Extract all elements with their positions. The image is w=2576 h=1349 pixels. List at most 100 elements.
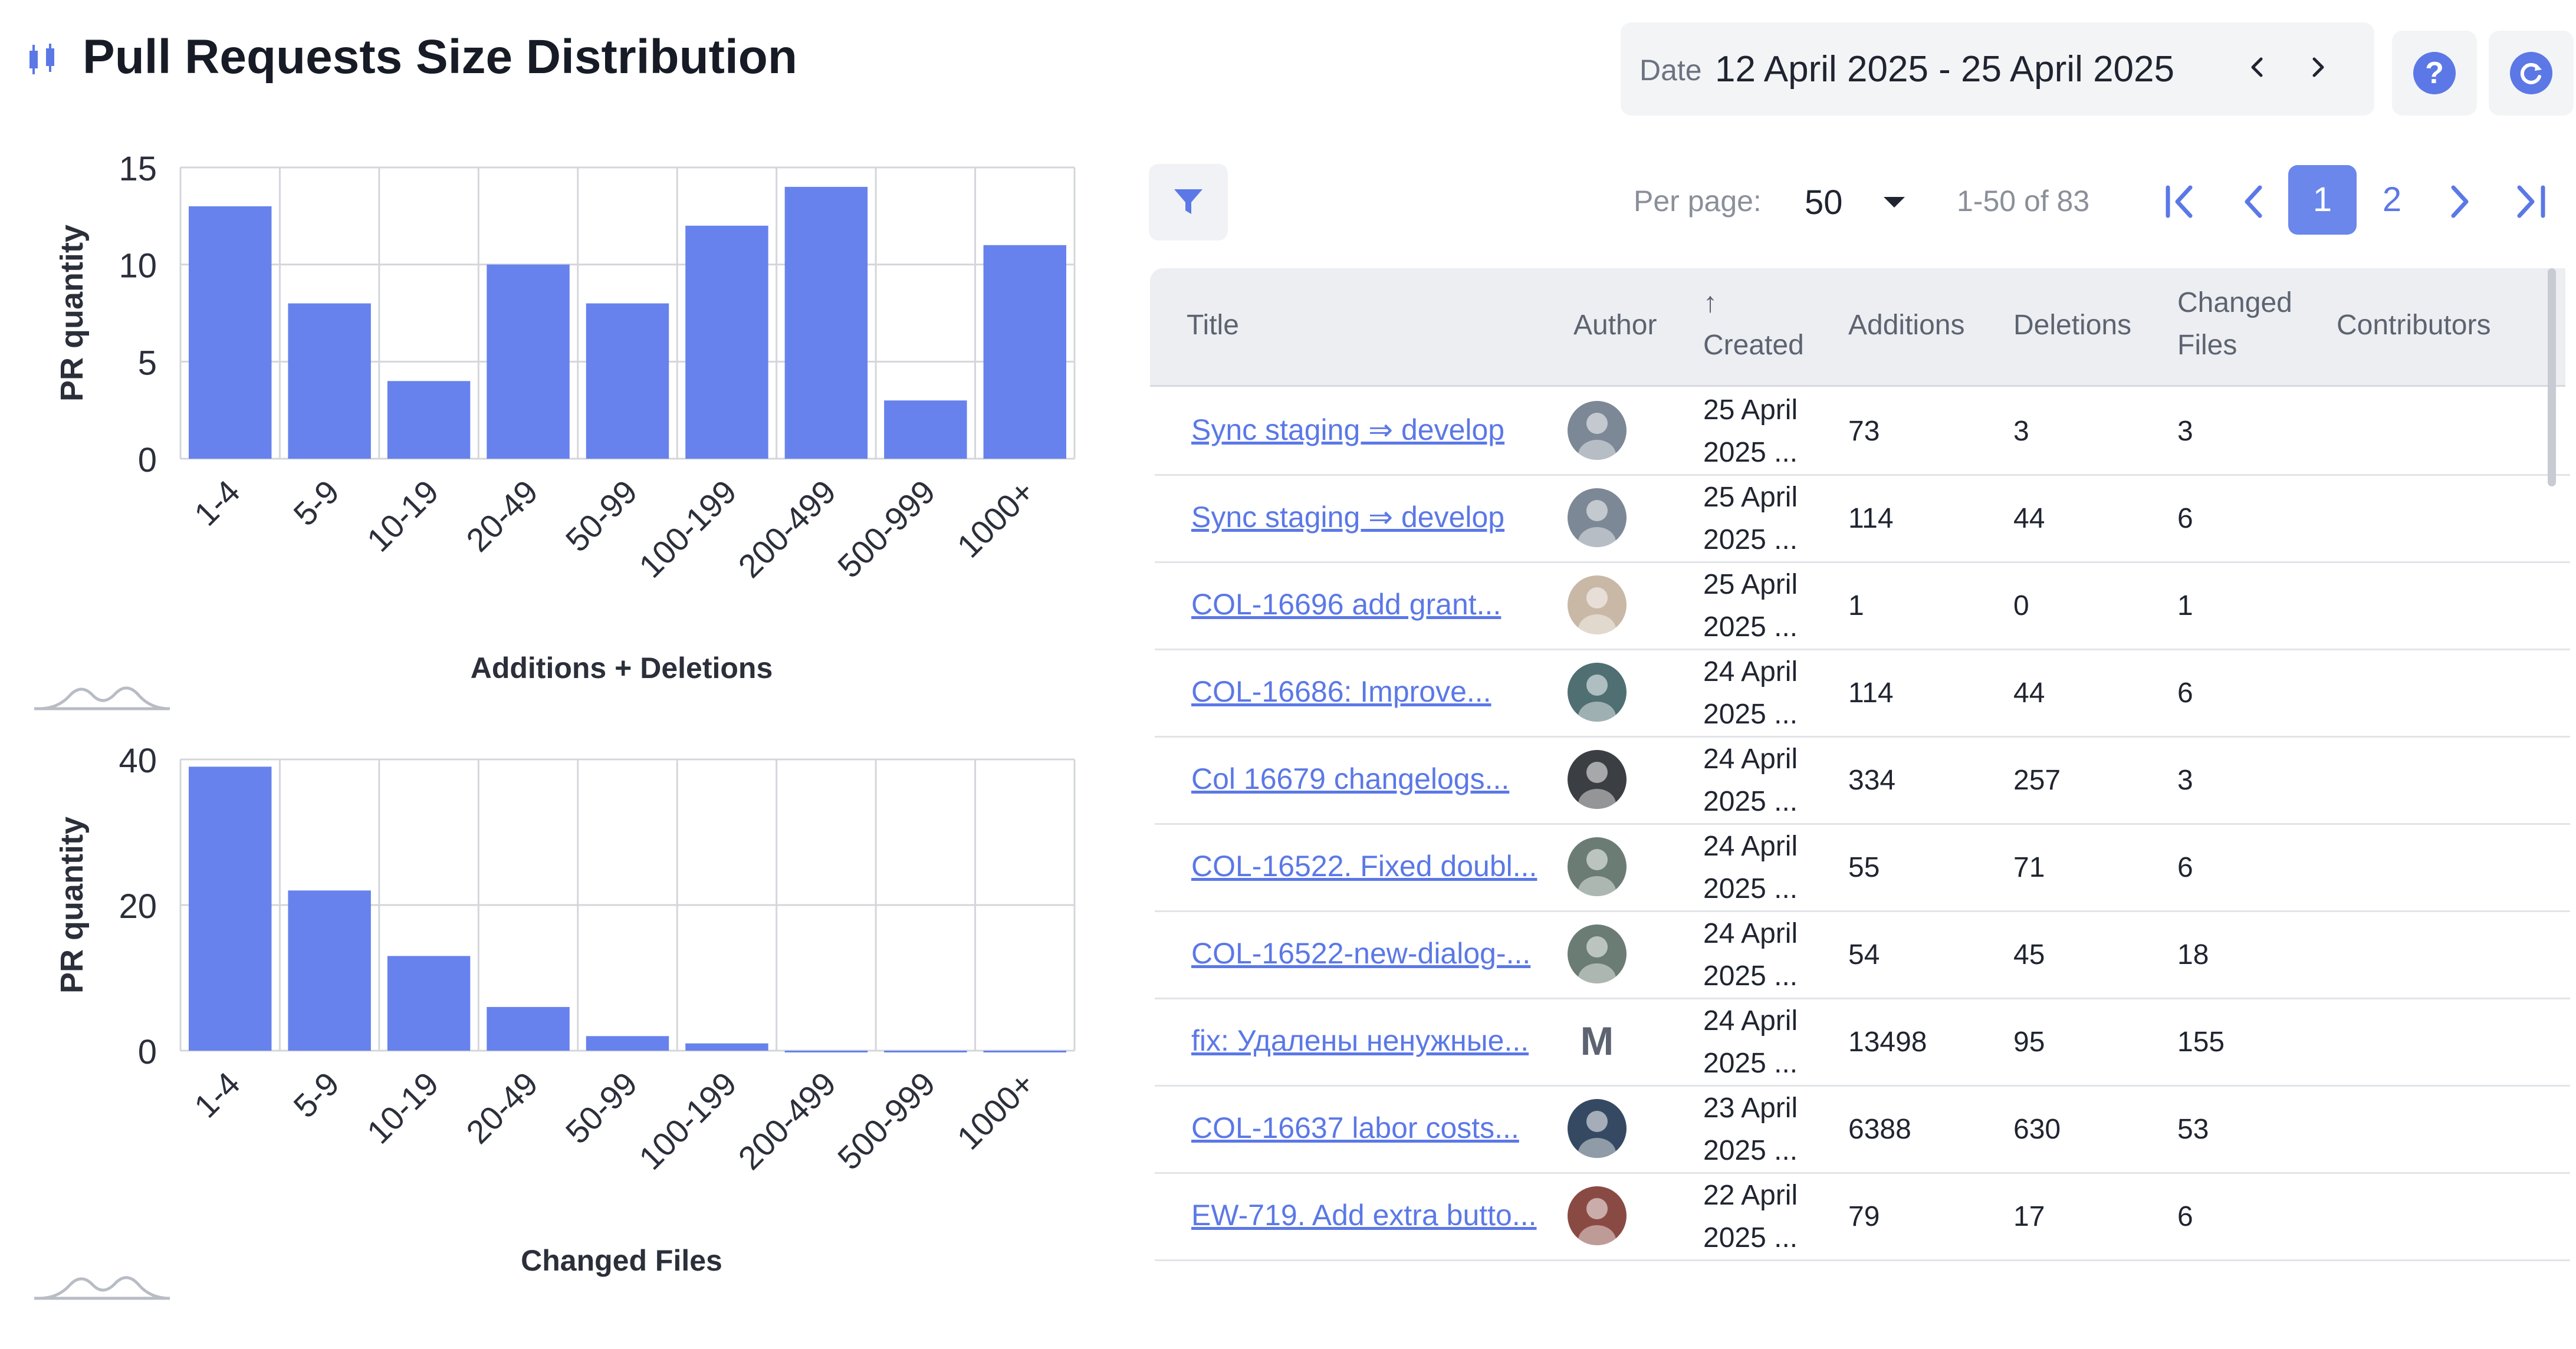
column-header-title[interactable]: Title <box>1187 310 1239 341</box>
date-range-value[interactable]: 12 April 2025 - 25 April 2025 <box>1715 49 2174 90</box>
page-title: Pull Requests Size Distribution <box>83 30 797 84</box>
created-date: 23 April 2025 ... <box>1703 1087 1798 1172</box>
refresh-button[interactable] <box>2489 31 2574 116</box>
first-page-icon[interactable] <box>2158 175 2206 228</box>
x-tick-label: 50-99 <box>558 473 645 559</box>
per-page-select[interactable]: 50 <box>1805 177 1917 224</box>
created-day: 24 April <box>1703 743 1798 775</box>
bar <box>784 186 868 459</box>
pr-title-link[interactable]: fix: Удалены ненужные... <box>1191 1024 1529 1057</box>
table-row: Col 16679 changelogs... 24 April 2025 ..… <box>1155 736 2570 825</box>
avatar[interactable] <box>1568 1099 1627 1158</box>
deletions-value: 95 <box>2013 1026 2045 1058</box>
x-tick-label: 20-49 <box>459 473 545 559</box>
created-day: 24 April <box>1703 656 1798 687</box>
additions-value: 54 <box>1848 939 1880 970</box>
page-button-1[interactable]: 1 <box>2288 165 2357 235</box>
bar <box>685 1043 768 1051</box>
sort-up-icon[interactable]: ↑ <box>1703 287 1717 318</box>
pr-title-link[interactable]: Col 16679 changelogs... <box>1191 762 1510 795</box>
column-header-created[interactable]: Created <box>1703 330 1804 361</box>
avatar[interactable]: M <box>1580 1019 1614 1064</box>
table-row: COL-16637 labor costs... 23 April 2025 .… <box>1155 1085 2570 1174</box>
column-header-files[interactable]: Files <box>2177 330 2237 361</box>
filter-button[interactable] <box>1149 164 1228 241</box>
help-icon: ? <box>2413 52 2456 94</box>
column-header-contributors[interactable]: Contributors <box>2337 310 2491 341</box>
bar <box>189 766 272 1051</box>
column-header-additions[interactable]: Additions <box>1848 310 1965 341</box>
chevron-left-icon[interactable] <box>2240 50 2275 85</box>
avatar[interactable] <box>1568 401 1627 460</box>
changed-files-value: 6 <box>2177 852 2193 883</box>
additions-value: 114 <box>1848 503 1894 534</box>
created-date: 25 April 2025 ... <box>1703 476 1798 561</box>
last-page-icon[interactable] <box>2506 175 2554 228</box>
column-header-author[interactable]: Author <box>1573 310 1657 341</box>
created-day: 24 April <box>1703 918 1798 949</box>
date-range-picker[interactable]: Date 12 April 2025 - 25 April 2025 <box>1621 22 2374 116</box>
created-day: 24 April <box>1703 1005 1798 1037</box>
pull-requests-table: Title Author ↑ Created Additions Deletio… <box>1150 268 2570 1261</box>
x-tick-label: 500-999 <box>830 473 942 585</box>
avatar[interactable] <box>1568 663 1627 722</box>
bar <box>387 956 471 1051</box>
avatar[interactable] <box>1568 837 1627 896</box>
per-page-label: Per page: <box>1634 185 1762 218</box>
y-tick-label: 5 <box>138 344 157 382</box>
avatar[interactable] <box>1568 924 1627 983</box>
x-tick-label: 500-999 <box>830 1065 942 1177</box>
pr-title-link[interactable]: COL-16522. Fixed doubl... <box>1191 850 1537 883</box>
pr-title-link[interactable]: COL-16686: Improve... <box>1191 675 1491 708</box>
bar <box>586 1036 669 1051</box>
user-icon <box>1578 674 1616 722</box>
additions-value: 73 <box>1848 416 1880 447</box>
prev-page-icon[interactable] <box>2230 175 2278 228</box>
pr-title-link[interactable]: Sync staging ⇒ develop <box>1191 413 1505 446</box>
pr-title-link[interactable]: COL-16522-new-dialog-... <box>1191 937 1531 970</box>
additions-value: 114 <box>1848 677 1894 709</box>
user-icon <box>1578 936 1616 983</box>
help-button[interactable]: ? <box>2392 31 2477 116</box>
pr-title-link[interactable]: EW-719. Add extra butto... <box>1191 1199 1537 1232</box>
avatar[interactable] <box>1568 488 1627 547</box>
pr-title-link[interactable]: Sync staging ⇒ develop <box>1191 501 1505 534</box>
bar <box>288 303 371 459</box>
x-tick-label: 200-499 <box>731 1065 843 1177</box>
created-year: 2025 ... <box>1703 611 1798 643</box>
avatar[interactable] <box>1568 575 1627 634</box>
table-row: COL-16522. Fixed doubl... 24 April 2025 … <box>1155 823 2570 912</box>
created-year: 2025 ... <box>1703 1048 1798 1079</box>
y-axis-label: PR quantity <box>54 817 90 993</box>
column-header-changed[interactable]: Changed <box>2177 287 2292 318</box>
table-header: Title Author ↑ Created Additions Deletio… <box>1150 268 2565 387</box>
user-icon <box>1578 1198 1616 1245</box>
candlestick-icon <box>29 44 54 74</box>
avatar[interactable] <box>1568 1186 1627 1245</box>
additions-value: 55 <box>1848 852 1880 883</box>
next-page-icon[interactable] <box>2436 175 2483 228</box>
x-tick-label: 5-9 <box>286 1065 346 1125</box>
page-button-2[interactable]: 2 <box>2382 180 2402 219</box>
bar <box>189 206 272 459</box>
x-tick-label: 200-499 <box>731 473 843 585</box>
caret-down-icon <box>1884 197 1905 208</box>
distribution-curve-icon[interactable] <box>34 678 170 719</box>
avatar[interactable] <box>1568 750 1627 809</box>
x-tick-label: 10-19 <box>360 1065 446 1151</box>
x-tick-label: 5-9 <box>286 473 346 533</box>
y-tick-label: 0 <box>138 441 157 479</box>
created-year: 2025 ... <box>1703 960 1798 992</box>
x-tick-label: 100-199 <box>632 1065 744 1177</box>
created-year: 2025 ... <box>1703 1222 1798 1253</box>
column-header-deletions[interactable]: Deletions <box>2013 310 2132 341</box>
x-tick-label: 1000+ <box>950 473 1042 565</box>
pr-title-link[interactable]: COL-16696 add grant... <box>1191 588 1501 621</box>
chevron-right-icon[interactable] <box>2300 50 2335 85</box>
pr-title-link[interactable]: COL-16637 labor costs... <box>1191 1111 1519 1144</box>
filter-icon <box>1174 189 1202 214</box>
distribution-curve-icon[interactable] <box>34 1268 170 1309</box>
deletions-value: 17 <box>2013 1201 2045 1232</box>
created-date: 25 April 2025 ... <box>1703 564 1798 649</box>
table-scrollbar[interactable] <box>2548 268 2556 486</box>
